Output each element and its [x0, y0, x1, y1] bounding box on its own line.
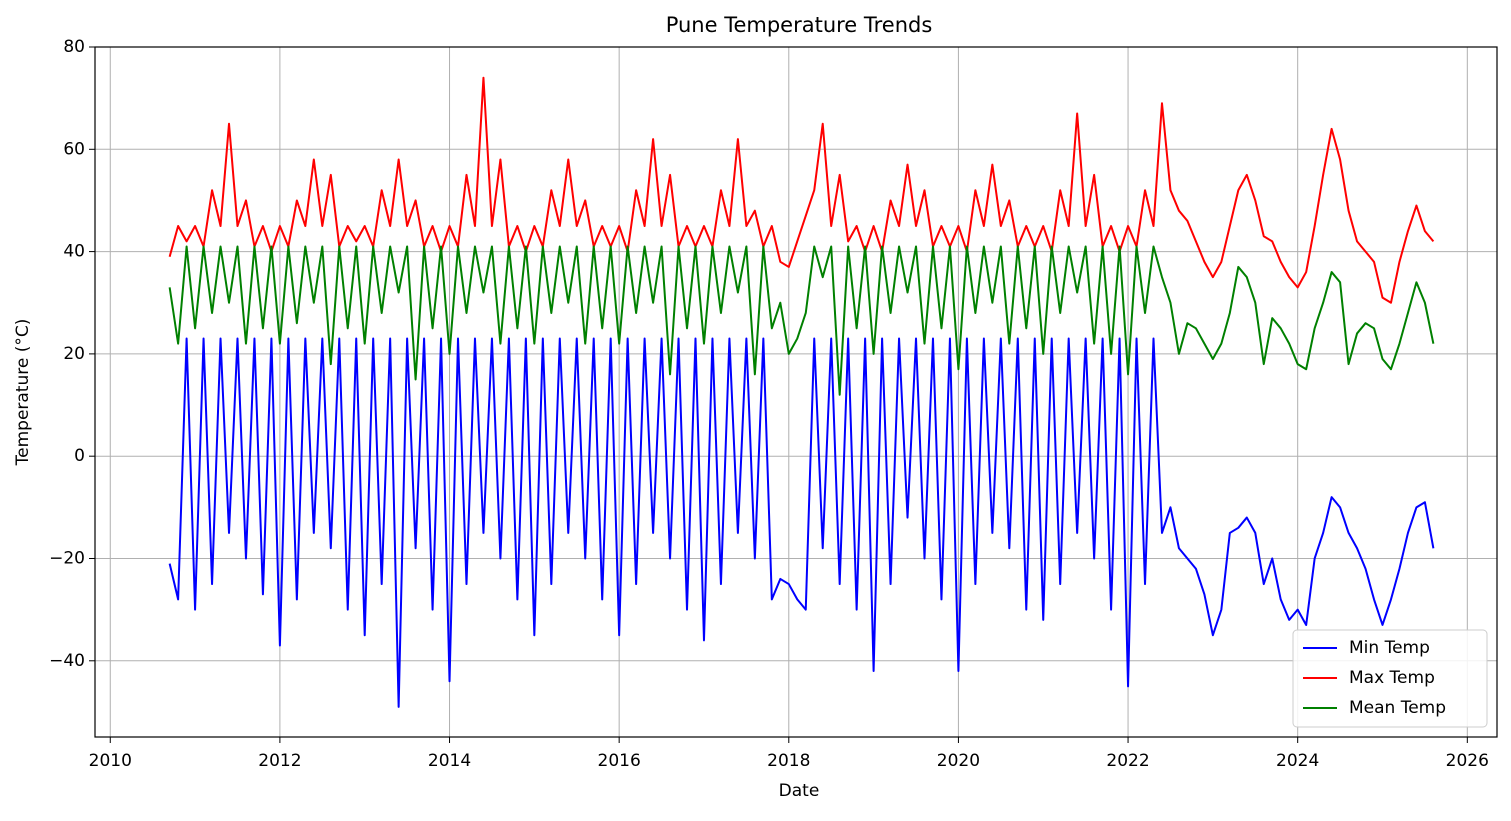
x-axis-label: Date — [779, 781, 820, 801]
series-line — [168, 337, 1435, 708]
y-tick-label: 80 — [63, 37, 85, 57]
x-tick-label: 2024 — [1276, 751, 1319, 771]
x-tick-label: 2012 — [258, 751, 301, 771]
legend-box — [1292, 629, 1488, 728]
x-tick-label: 2026 — [1446, 751, 1489, 771]
chart-title: Pune Temperature Trends — [666, 13, 933, 37]
x-tick-label: 2010 — [89, 751, 132, 771]
y-tick-label: 40 — [63, 242, 85, 262]
y-axis-label: Temperature (°C) — [13, 319, 33, 467]
y-tick-label: −20 — [49, 548, 85, 568]
plot-frame — [94, 46, 1498, 738]
series-line — [168, 76, 1435, 304]
x-tick-label: 2014 — [428, 751, 471, 771]
legend-label: Max Temp — [1349, 668, 1435, 688]
y-tick-label: 0 — [74, 446, 85, 466]
y-tick-label: 60 — [63, 139, 85, 159]
series-line — [168, 245, 1435, 396]
y-tick-label: 20 — [63, 344, 85, 364]
legend-label: Min Temp — [1349, 638, 1430, 658]
y-tick-label: −40 — [49, 651, 85, 671]
x-tick-label: 2020 — [937, 751, 980, 771]
x-tick-label: 2022 — [1106, 751, 1149, 771]
x-tick-label: 2018 — [767, 751, 810, 771]
x-tick-label: 2016 — [598, 751, 641, 771]
legend-label: Mean Temp — [1349, 698, 1446, 718]
legend: Min Temp Max Temp Mean Temp — [1292, 629, 1488, 728]
